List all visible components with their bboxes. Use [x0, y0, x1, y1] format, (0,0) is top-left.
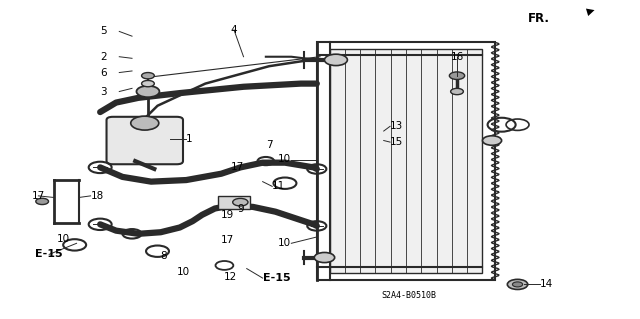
- Circle shape: [131, 116, 159, 130]
- Circle shape: [483, 136, 502, 145]
- Text: 3: 3: [100, 86, 106, 97]
- Circle shape: [324, 54, 348, 66]
- Text: 18: 18: [91, 191, 104, 201]
- Text: 17: 17: [230, 162, 244, 172]
- Text: 15: 15: [390, 137, 403, 147]
- Text: 5: 5: [100, 26, 106, 36]
- Text: 7: 7: [266, 140, 273, 150]
- Circle shape: [141, 72, 154, 79]
- Circle shape: [233, 198, 248, 206]
- Circle shape: [451, 88, 463, 95]
- Circle shape: [141, 80, 154, 87]
- Text: 10: 10: [278, 154, 291, 165]
- Text: S2A4-B0510B: S2A4-B0510B: [381, 291, 436, 300]
- Bar: [330, 49, 483, 273]
- Text: 14: 14: [540, 279, 553, 289]
- Text: 16: 16: [451, 52, 463, 62]
- Circle shape: [508, 279, 528, 289]
- Bar: [317, 42, 495, 280]
- FancyBboxPatch shape: [106, 117, 183, 164]
- Text: 12: 12: [224, 271, 237, 281]
- Text: 17: 17: [221, 235, 234, 245]
- Text: 10: 10: [278, 238, 291, 248]
- Text: FR.: FR.: [527, 12, 549, 25]
- Bar: [218, 196, 250, 209]
- Text: 19: 19: [221, 210, 234, 220]
- Circle shape: [314, 252, 335, 263]
- Text: 11: 11: [272, 182, 285, 191]
- Text: 17: 17: [32, 191, 45, 201]
- Text: 10: 10: [177, 267, 189, 277]
- Text: E-15: E-15: [35, 249, 63, 259]
- Text: 9: 9: [237, 204, 244, 213]
- Text: 6: 6: [100, 68, 106, 78]
- Text: 10: 10: [57, 234, 70, 243]
- Text: 4: 4: [230, 25, 237, 35]
- Circle shape: [136, 86, 159, 97]
- Text: 2: 2: [100, 52, 106, 62]
- Text: E-15: E-15: [262, 273, 291, 283]
- Text: 8: 8: [161, 251, 167, 261]
- Text: 13: 13: [390, 121, 403, 131]
- Text: 1: 1: [186, 134, 193, 144]
- Circle shape: [449, 72, 465, 79]
- Circle shape: [36, 198, 49, 204]
- Circle shape: [513, 282, 523, 287]
